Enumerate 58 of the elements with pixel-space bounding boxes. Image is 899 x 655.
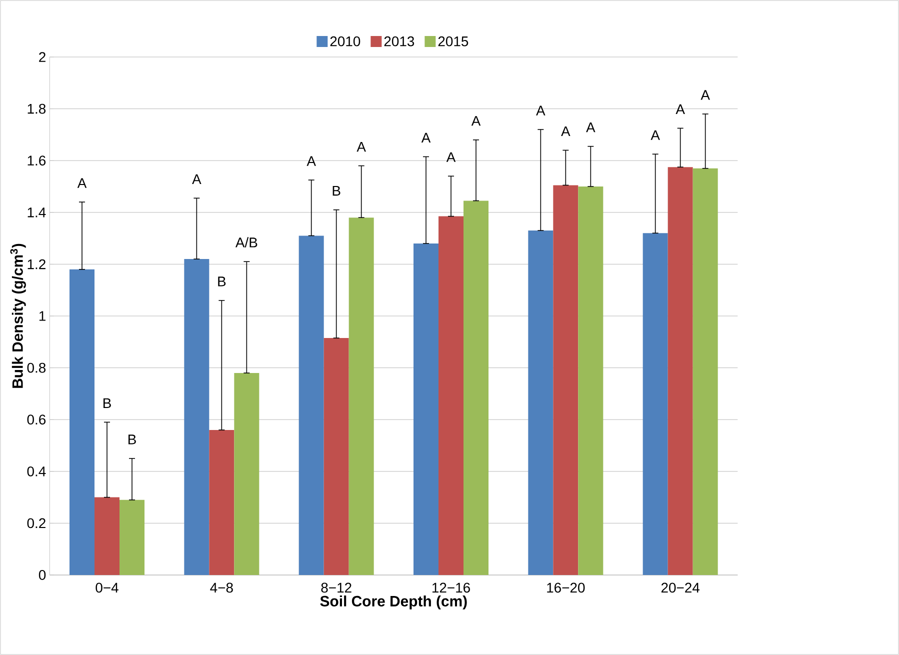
bar — [528, 230, 554, 575]
annotation: A — [536, 106, 546, 116]
annotation: A — [650, 130, 660, 140]
x-axis-title: Soil Core Depth (cm) — [320, 595, 467, 610]
bar — [324, 338, 349, 575]
bar — [234, 372, 260, 575]
bar — [464, 200, 489, 575]
bar — [438, 216, 464, 575]
bar — [348, 218, 374, 575]
annotation: A — [561, 126, 570, 136]
annotation: A — [356, 142, 366, 152]
bar — [70, 269, 94, 575]
y-tick-label: 0.6 — [27, 414, 46, 425]
bar — [578, 186, 604, 575]
legend-label: 2015 — [438, 36, 468, 46]
bar — [553, 185, 578, 575]
annotation: A — [421, 132, 431, 143]
bar — [668, 167, 693, 575]
y-tick-label: 1 — [39, 311, 46, 321]
y-tick-label: 0.2 — [27, 518, 46, 528]
bar — [184, 259, 210, 575]
legend-label: 2013 — [384, 36, 414, 46]
y-tick-label: 1.2 — [28, 259, 46, 270]
bar — [209, 430, 234, 575]
annotation: B — [128, 434, 136, 444]
x-tick-label: 0−4 — [96, 582, 118, 593]
annotation: B — [103, 398, 111, 408]
x-tick-label: 20−24 — [661, 582, 700, 593]
bar — [298, 236, 324, 575]
y-tick-label: 1.8 — [28, 104, 46, 114]
annotation: A — [471, 116, 481, 126]
annotation: B — [332, 186, 340, 196]
bar — [120, 500, 144, 575]
bar — [414, 243, 438, 575]
annotation: A/B — [235, 237, 258, 248]
annotation: A — [306, 156, 316, 166]
y-tick-label: 0.8 — [27, 362, 46, 373]
annotation: B — [218, 276, 226, 286]
bar — [642, 233, 668, 575]
y-tick-label: 2 — [39, 52, 46, 62]
x-tick-label: 12−16 — [432, 582, 470, 593]
annotation: A — [77, 178, 87, 188]
x-tick-label: 4−8 — [210, 582, 233, 593]
y-tick-label: 0.4 — [27, 466, 46, 476]
y-axis-title: Bulk Density (g/cm$^{3}$) — [10, 244, 26, 388]
y-tick-label: 1.6 — [28, 156, 46, 166]
y-tick-label: 0 — [38, 570, 46, 580]
y-tick-label: 1.4 — [28, 208, 46, 218]
x-tick-label: 16−20 — [547, 582, 585, 593]
annotation: A — [700, 90, 710, 100]
annotation: A — [192, 174, 202, 184]
annotation: A — [586, 122, 596, 132]
annotation: A — [446, 152, 456, 162]
bar — [94, 497, 120, 575]
annotation: A — [676, 104, 685, 114]
legend-label: 2010 — [330, 36, 360, 46]
x-tick-label: 8−12 — [321, 582, 352, 593]
bar — [692, 168, 718, 575]
